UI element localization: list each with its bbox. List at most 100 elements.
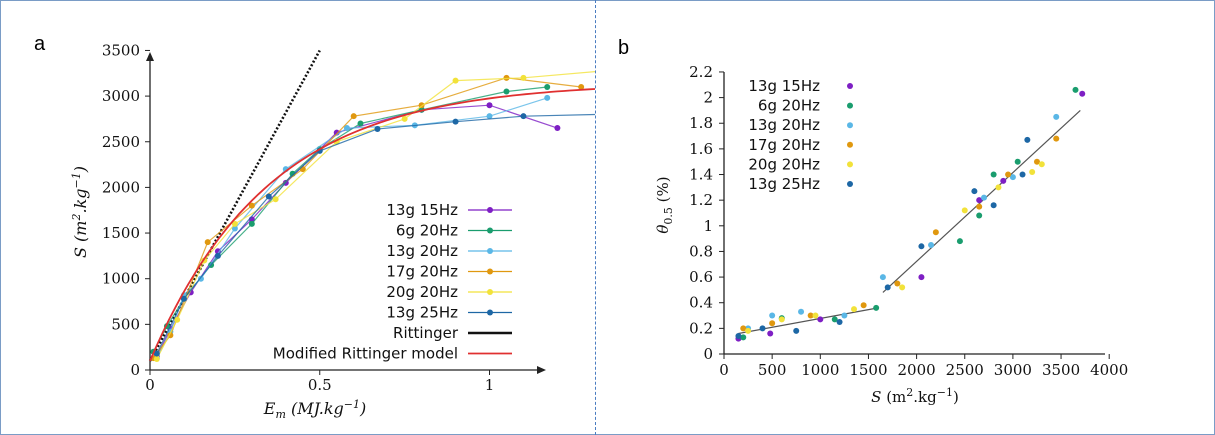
data-point [214, 252, 221, 259]
legend-label: 17g 20Hz [386, 263, 458, 281]
legend-label: 13g 20Hz [748, 116, 820, 134]
x-tick-label: 1 [485, 376, 495, 394]
y-tick-label: 3000 [102, 87, 140, 105]
legend-label: 13g 20Hz [386, 242, 458, 260]
data-point [503, 88, 510, 95]
data-point [899, 284, 906, 291]
legend-label: Modified Rittinger model [273, 345, 458, 363]
data-point [841, 312, 848, 319]
data-point [976, 212, 983, 219]
data-point [918, 274, 925, 281]
data-point [735, 333, 742, 340]
panel-b-label: b [618, 37, 630, 59]
x-tick-label: 0.5 [308, 376, 332, 394]
data-point [740, 334, 747, 341]
data-point [1038, 161, 1045, 168]
data-point [452, 118, 459, 125]
series-line-13g-25Hz [156, 113, 595, 354]
y-axis-arrow [146, 52, 154, 61]
legend-marker [487, 207, 493, 213]
x-tick-label: 0 [719, 361, 729, 379]
data-point [180, 295, 187, 302]
data-point [544, 94, 551, 101]
x-tick-label: 2000 [898, 361, 936, 379]
data-point [918, 243, 925, 250]
data-point [153, 350, 160, 357]
chart-a: 00.511.520500100015002000250030003500Em … [70, 41, 595, 421]
data-point [401, 115, 408, 122]
data-point [873, 304, 880, 311]
data-point [1000, 177, 1007, 184]
data-point [1005, 171, 1012, 178]
data-point [153, 356, 160, 363]
data-point [740, 325, 747, 332]
data-point [759, 325, 766, 332]
data-point [894, 280, 901, 287]
y-tick-label: 1000 [102, 270, 140, 288]
legend-marker [487, 289, 493, 295]
data-point [981, 194, 988, 201]
data-point [990, 202, 997, 209]
legend-label: 17g 20Hz [748, 136, 820, 154]
data-point [767, 330, 774, 337]
data-point [503, 74, 510, 81]
data-point [798, 308, 805, 315]
data-point [961, 207, 968, 214]
data-point [231, 225, 238, 232]
data-point [817, 316, 824, 323]
data-point [879, 274, 886, 281]
y-tick-label: 1.6 [689, 140, 713, 158]
y-tick-label: 1.8 [689, 114, 713, 132]
x-tick-label: 2500 [946, 361, 984, 379]
y-tick-label: 3500 [102, 41, 140, 59]
legend-label: 6g 20Hz [396, 222, 458, 240]
series-line-20g-20Hz [156, 71, 595, 360]
data-point [248, 202, 255, 209]
data-point [204, 239, 211, 246]
data-point [1024, 136, 1031, 143]
data-point [976, 203, 983, 210]
y-tick-label: 0 [703, 345, 713, 363]
data-point [778, 316, 785, 323]
legend-marker [847, 141, 853, 148]
data-point [976, 197, 983, 204]
x-tick-label: 4000 [1090, 361, 1128, 379]
data-point [520, 113, 527, 120]
y-axis-label: S (m2.kg−1) [70, 166, 90, 258]
x-tick-label: 3000 [994, 361, 1032, 379]
x-axis-label: Em (MJ.kg−1) [263, 398, 367, 421]
data-point [265, 193, 272, 200]
data-point [1019, 171, 1026, 178]
data-point [1014, 158, 1021, 165]
data-point [769, 312, 776, 319]
model-curve [149, 88, 595, 362]
y-tick-label: 500 [111, 315, 140, 333]
data-point [374, 125, 381, 132]
data-point [884, 284, 891, 291]
data-point [1079, 90, 1086, 97]
data-point [851, 306, 858, 313]
panel-divider [595, 0, 596, 435]
data-point [1053, 113, 1060, 120]
x-tick-label: 1000 [801, 361, 839, 379]
y-tick-label: 1 [703, 217, 713, 235]
legend-marker [847, 122, 853, 129]
data-point [486, 113, 493, 120]
legend-label: 13g 15Hz [748, 77, 820, 95]
data-point [807, 312, 814, 319]
y-tick-label: 2000 [102, 178, 140, 196]
data-point [1009, 174, 1016, 181]
legend-label: 13g 25Hz [386, 304, 458, 322]
legend-marker [487, 309, 493, 316]
legend-marker [487, 227, 493, 234]
data-point [452, 77, 459, 84]
data-point [990, 171, 997, 178]
data-point [554, 125, 561, 132]
y-tick-label: 1.2 [689, 191, 713, 209]
y-tick-label: 2.2 [689, 63, 713, 81]
legend-label: 20g 20Hz [386, 283, 458, 301]
data-point [769, 320, 776, 327]
data-point [544, 83, 551, 90]
y-tick-label: 1500 [102, 224, 140, 242]
data-point [1053, 135, 1060, 142]
